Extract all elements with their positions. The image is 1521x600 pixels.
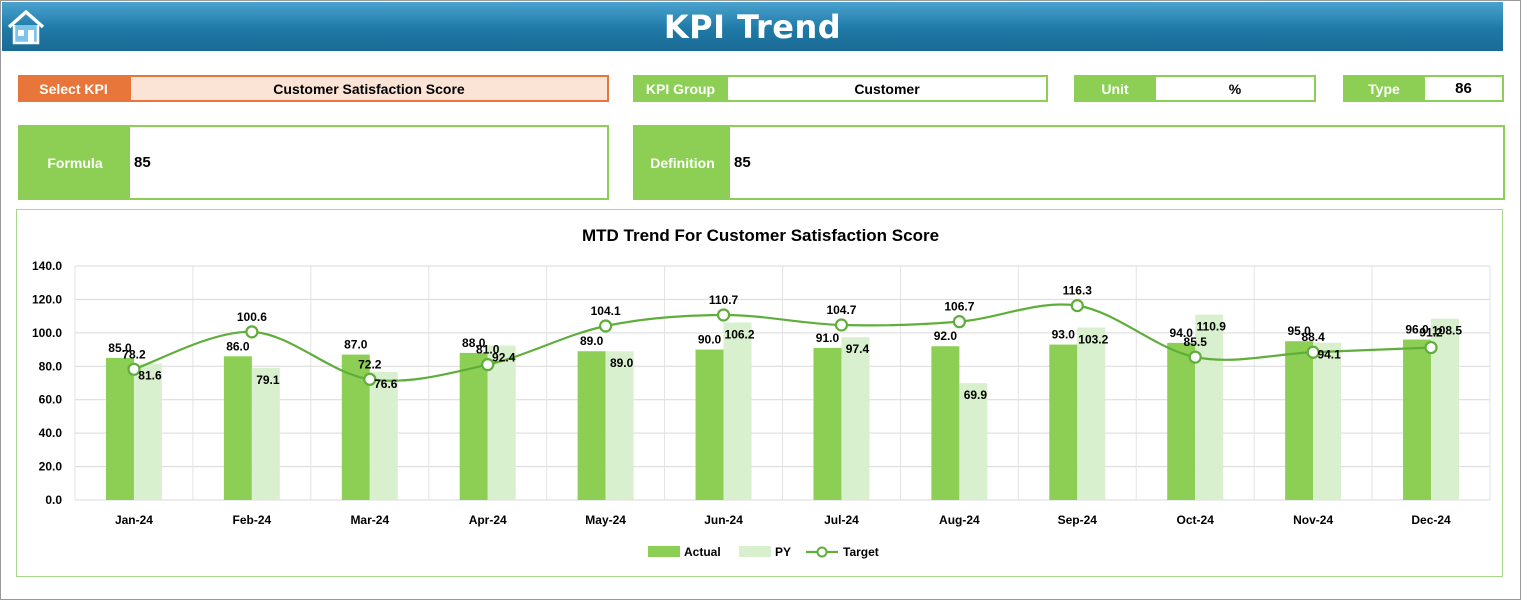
kpi-group-label: KPI Group [633, 75, 728, 102]
select-kpi-label: Select KPI [18, 75, 129, 102]
unit-label: Unit [1074, 75, 1156, 102]
type-label: Type [1343, 75, 1425, 102]
formula-value: 85 [134, 154, 151, 171]
page-header: KPI Trend [2, 2, 1503, 51]
kpi-group-value: Customer [728, 75, 1048, 102]
page-title: KPI Trend [663, 8, 842, 46]
chart-container [16, 209, 1503, 577]
select-kpi-field[interactable]: Select KPI Customer Satisfaction Score [18, 75, 609, 102]
type-value: 86 [1425, 75, 1504, 102]
select-kpi-dropdown[interactable]: Customer Satisfaction Score [129, 75, 609, 102]
formula-label: Formula [20, 127, 130, 198]
definition-value: 85 [734, 154, 751, 171]
kpi-group-field: KPI Group Customer [633, 75, 1048, 102]
type-field: Type 86 [1343, 75, 1504, 102]
definition-label: Definition [635, 127, 730, 198]
chart-title: MTD Trend For Customer Satisfaction Scor… [581, 226, 940, 245]
definition-box: Definition 85 [633, 125, 1505, 200]
unit-value: % [1156, 75, 1316, 102]
formula-box: Formula 85 [18, 125, 609, 200]
unit-field: Unit % [1074, 75, 1316, 102]
home-icon[interactable] [6, 8, 46, 46]
